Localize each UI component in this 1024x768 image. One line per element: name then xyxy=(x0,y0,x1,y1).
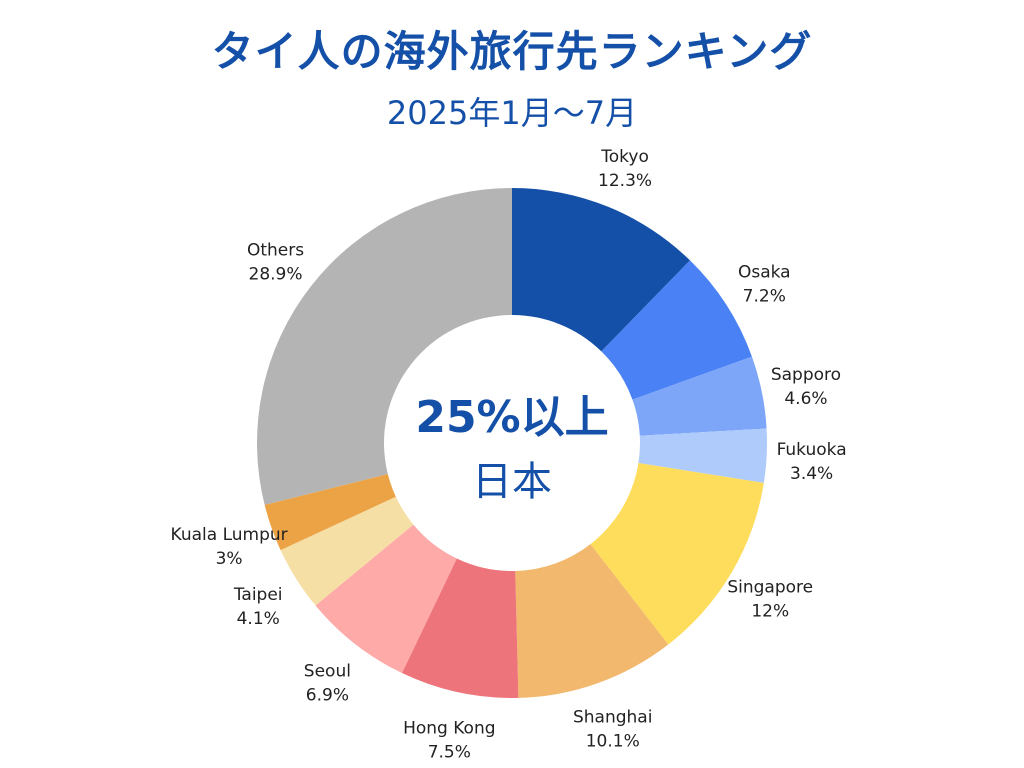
slice-label: Fukuoka xyxy=(777,440,847,460)
chart-subtitle: 2025年1月～7月 xyxy=(386,94,638,132)
slice-label: Hong Kong xyxy=(403,718,495,738)
slice-singapore xyxy=(590,463,764,645)
slice-value-label: 4.6% xyxy=(784,389,827,409)
slice-value-label: 12% xyxy=(751,602,789,622)
slice-label: Sapporo xyxy=(771,365,841,385)
slice-value-label: 3.4% xyxy=(790,464,833,484)
center-label-percent: 25%以上 xyxy=(415,392,608,443)
slice-fukuoka xyxy=(638,428,767,483)
chart-title: タイ人の海外旅行先ランキング xyxy=(211,27,813,76)
center-label-country: 日本 xyxy=(472,459,552,505)
slice-value-label: 7.2% xyxy=(743,287,786,307)
slice-value-label: 3% xyxy=(216,549,243,569)
slice-value-label: 4.1% xyxy=(237,609,280,629)
slice-value-label: 7.5% xyxy=(428,742,471,762)
slice-label: Kuala Lumpur xyxy=(171,525,288,545)
slice-value-label: 10.1% xyxy=(586,732,640,752)
slice-label: Seoul xyxy=(304,661,351,681)
slice-label: Others xyxy=(247,240,304,260)
slice-seoul xyxy=(315,524,457,674)
slice-tokyo xyxy=(512,188,691,352)
slice-shanghai xyxy=(515,544,669,698)
slice-sapporo xyxy=(632,356,767,436)
slice-kuala-lumpur xyxy=(264,474,396,551)
slice-label: Taipei xyxy=(233,585,283,605)
slice-value-label: 12.3% xyxy=(598,171,652,191)
slice-osaka xyxy=(601,260,752,400)
slice-label: Tokyo xyxy=(600,147,649,167)
slice-hong-kong xyxy=(401,558,519,699)
slice-value-label: 6.9% xyxy=(306,685,349,705)
slice-others xyxy=(257,188,512,505)
slice-value-label: 28.9% xyxy=(249,264,303,284)
slice-taipei xyxy=(280,496,414,606)
slice-label: Singapore xyxy=(727,578,813,598)
slice-label: Shanghai xyxy=(573,708,652,728)
slice-label: Osaka xyxy=(738,263,791,283)
